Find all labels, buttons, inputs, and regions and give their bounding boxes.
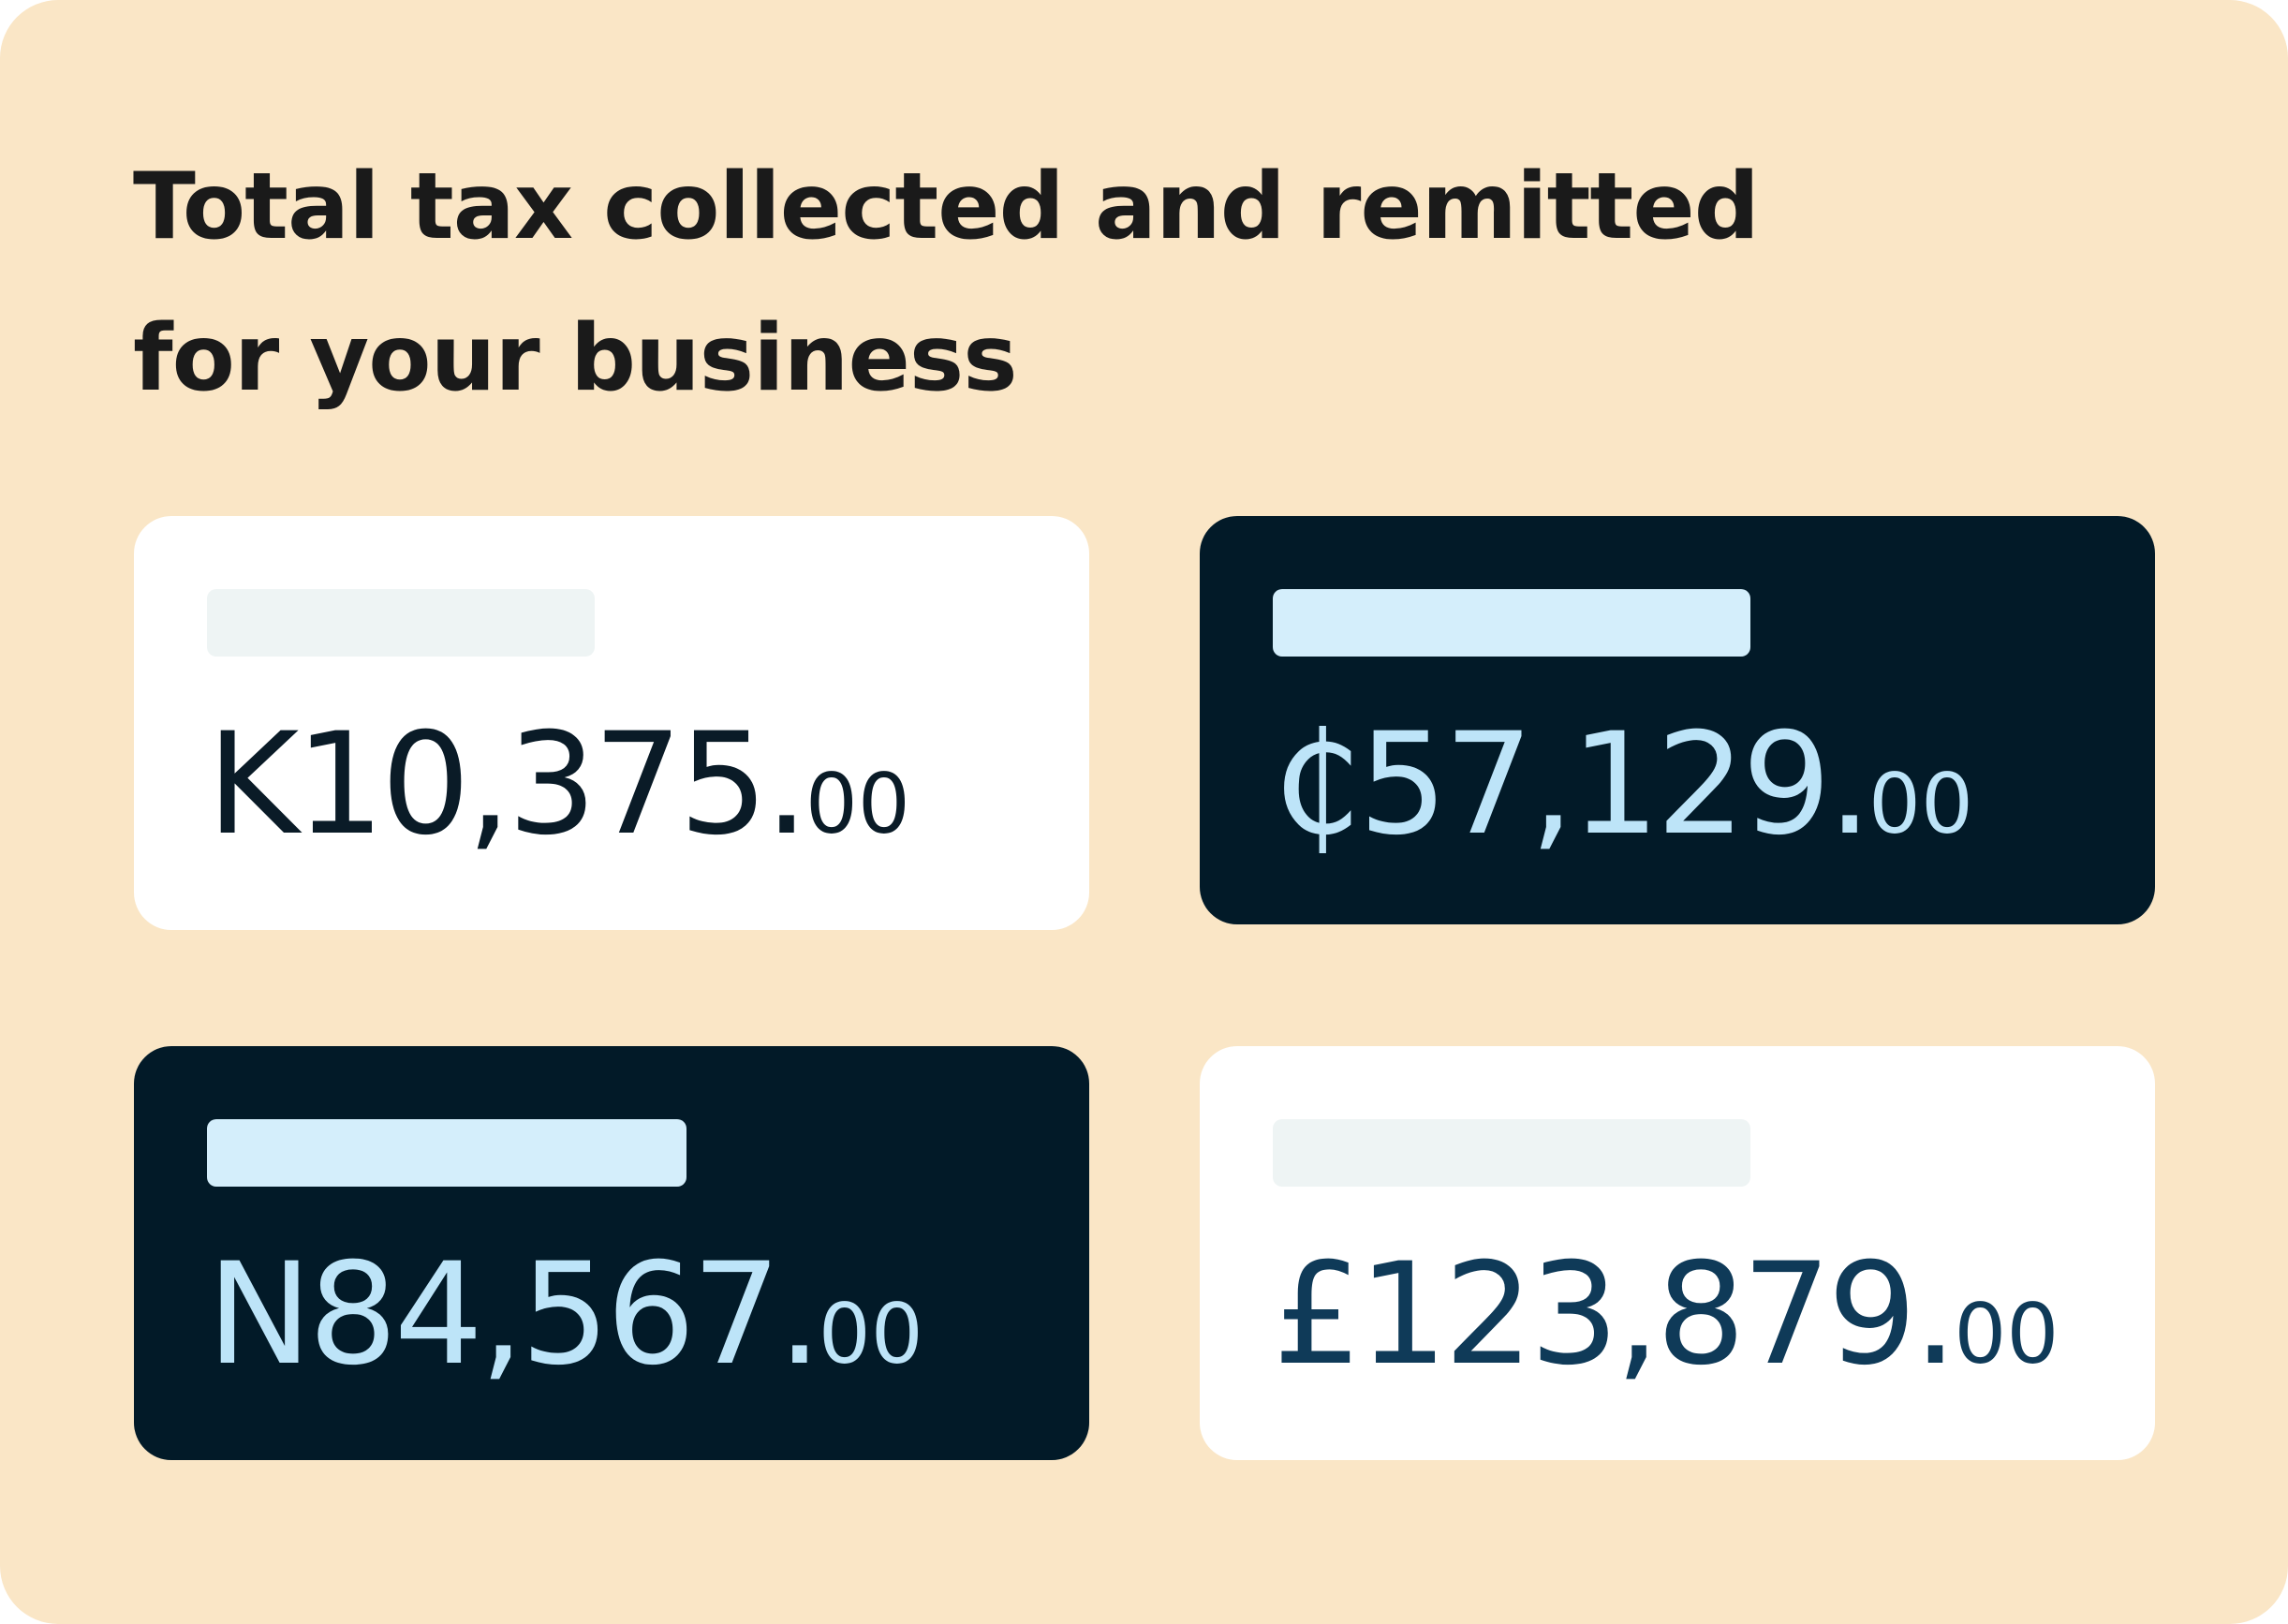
card-label-placeholder bbox=[1273, 589, 1750, 657]
tax-amount: £123,879.00 bbox=[1273, 1245, 2059, 1405]
tax-amount-main: N84,567. bbox=[207, 1233, 822, 1396]
tax-amount-cents: 00 bbox=[1954, 1286, 2059, 1382]
tax-amount-cents: 00 bbox=[804, 756, 910, 852]
tax-amount-main: K10,375. bbox=[207, 703, 809, 866]
tax-card-zambian-kwacha: K10,375.00 bbox=[134, 516, 1089, 930]
card-label-placeholder bbox=[1273, 1119, 1750, 1187]
page-title: Total tax collected and remitted for you… bbox=[133, 131, 1912, 435]
tax-amount-cents: 00 bbox=[818, 1286, 923, 1382]
tax-card-nigerian-naira: N84,567.00 bbox=[134, 1046, 1089, 1460]
tax-amount-main: ₵57,129. bbox=[1273, 703, 1872, 866]
tax-amount: N84,567.00 bbox=[207, 1245, 923, 1405]
tax-amount-main: £123,879. bbox=[1273, 1233, 1957, 1396]
tax-amount: K10,375.00 bbox=[207, 715, 910, 875]
tax-card-british-pound: £123,879.00 bbox=[1200, 1046, 2155, 1460]
page-title-line-1: Total tax collected and remitted bbox=[133, 154, 1760, 260]
tax-amount-cents: 00 bbox=[1867, 756, 1973, 852]
card-label-placeholder bbox=[207, 1119, 686, 1187]
tax-amount: ₵57,129.00 bbox=[1273, 715, 1973, 875]
page-title-line-2: for your business bbox=[133, 305, 1018, 412]
card-label-placeholder bbox=[207, 589, 595, 657]
tax-card-ghanaian-cedi: ₵57,129.00 bbox=[1200, 516, 2155, 924]
